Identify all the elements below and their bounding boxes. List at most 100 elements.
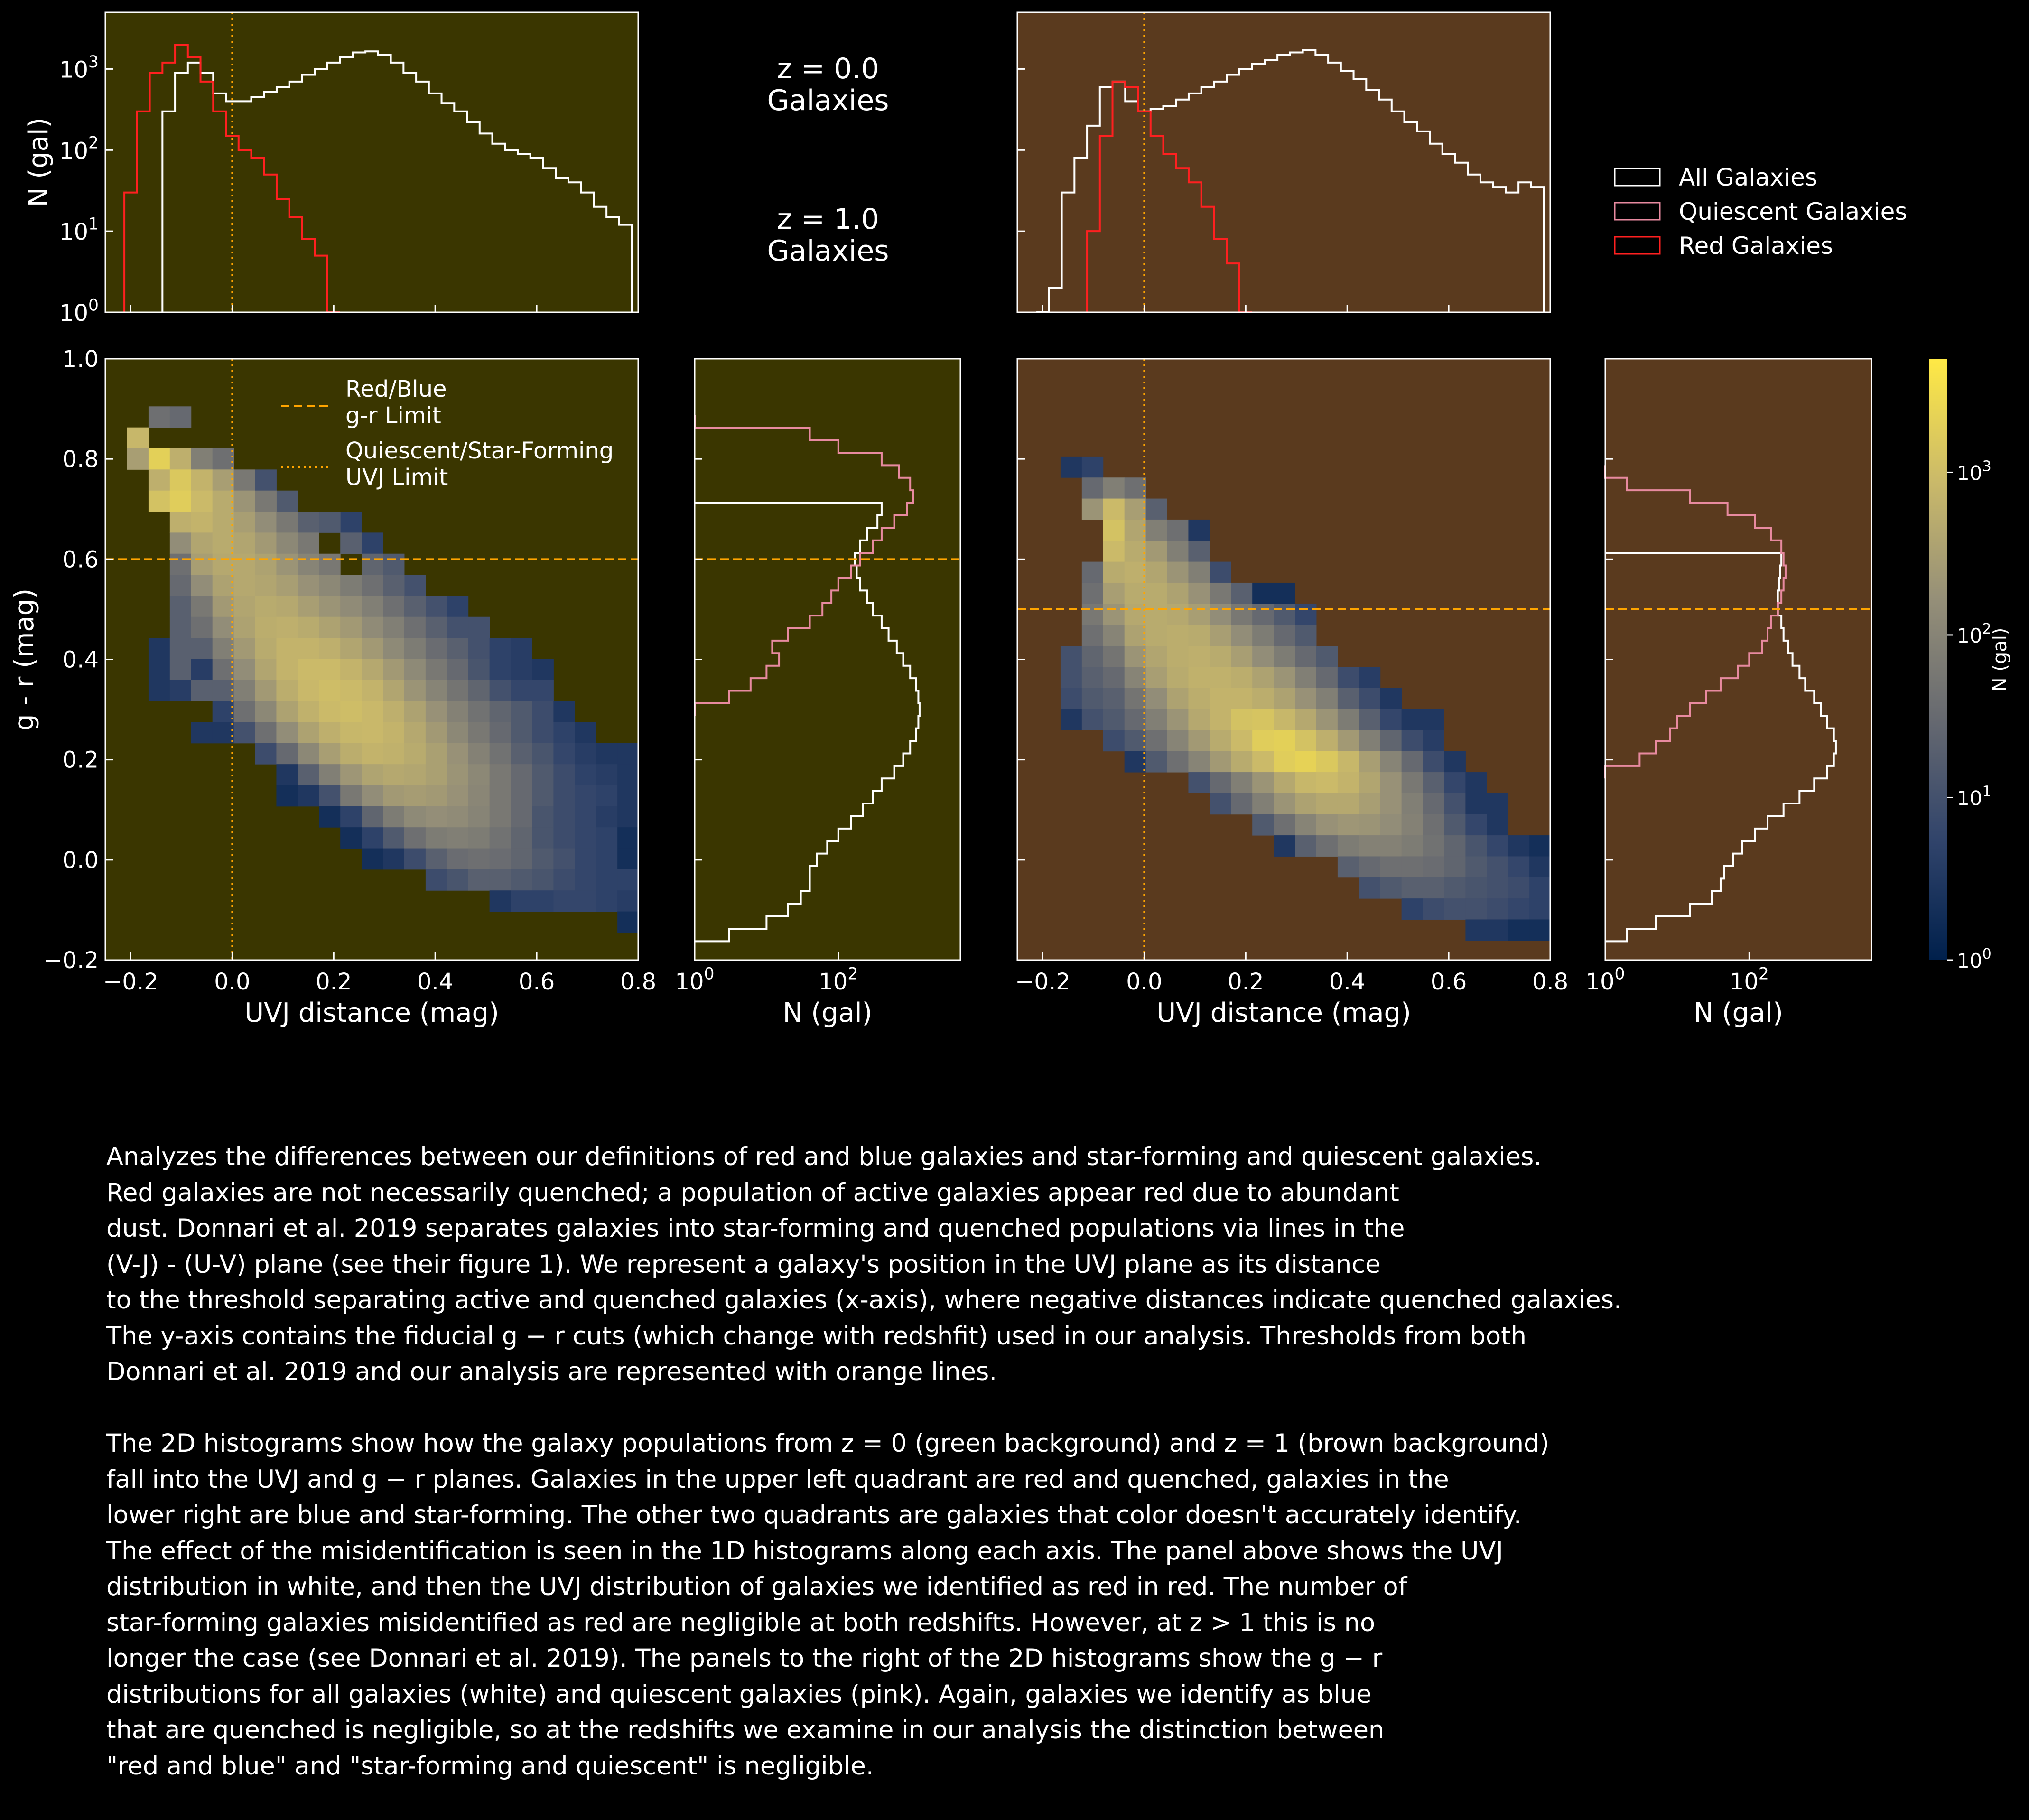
z0-uvj-hist-ytick-label: 103 — [59, 53, 99, 84]
z1-2d-hist-cell — [1401, 793, 1424, 815]
z0-2d-hist-cell — [362, 638, 383, 659]
z0-2d-hist-cell — [553, 869, 575, 891]
z0-2d-hist-cell — [383, 848, 405, 870]
z0-2d-hist-cell — [298, 701, 319, 722]
z1-2d-hist-cell — [1380, 793, 1402, 815]
z1-2d-hist-cell — [1465, 898, 1487, 920]
z1-2d-hist-cell — [1465, 856, 1487, 878]
z1-2d-hist-cell — [1145, 667, 1168, 689]
z1-2d-hist-cell — [1210, 645, 1231, 667]
z1-2d-hist-cell — [1060, 688, 1082, 709]
z0-2d-hist-cell — [596, 848, 618, 870]
z1-2d-hist-cell — [1316, 751, 1338, 773]
z0-gr-hist-border — [694, 358, 961, 961]
z1-2d-hist-cell — [1252, 688, 1274, 709]
z0-2d-hist-cell — [468, 806, 490, 828]
z1-2d-hist-cell — [1401, 835, 1424, 857]
z1-2d-hist-cell — [1188, 751, 1210, 773]
z0-gr-hist-background — [695, 359, 960, 960]
z0-2d-hist-cell — [468, 616, 490, 638]
z1-2d-hist-cell — [1252, 709, 1274, 730]
z0-2d-hist-cell — [319, 638, 341, 659]
z0-2d-hist-cell — [575, 848, 596, 870]
z1-2d-hist-cell — [1145, 751, 1168, 773]
z0-2d-hist-cell — [383, 743, 405, 765]
z0-2d-hist-cell — [447, 659, 469, 681]
z0-2d-hist-cell — [511, 722, 532, 744]
z0-2d-hist-cell — [468, 722, 490, 744]
z1-2d-hist-cell — [1274, 688, 1295, 709]
z1-2d-hist-cell — [1188, 772, 1210, 793]
figure-canvas: 100 101 102 103 N (gal) −0.2 0.0 0.2 0.4 0.6 0.8 −0… — [9, 11, 2011, 1028]
z0-2d-hist-cell — [425, 764, 447, 786]
z1-2d-hist-cell — [1252, 645, 1274, 667]
z0-2d-hist-cell — [532, 659, 554, 681]
z0-2d-hist-cell — [340, 764, 362, 786]
z0-2d-hist-cell — [447, 616, 469, 638]
z0-2d-hist-cell — [169, 469, 192, 491]
z1-2d-hist-cell — [1145, 519, 1168, 541]
z0-2d-hist-cell — [511, 743, 532, 765]
z1-2d-hist-cell — [1252, 625, 1274, 646]
z1-2d-hist-cell — [1316, 709, 1338, 730]
z0-2d-hist-cell — [468, 701, 490, 722]
z0-2d-hist-cell — [553, 764, 575, 786]
z0-2d-hist-cell — [212, 448, 234, 470]
z1-2d-hist-cell — [1380, 814, 1402, 836]
z0-2d-hist-cell — [425, 806, 447, 828]
z1-2d-hist-cell — [1231, 667, 1253, 689]
z1-2d-hist-cell — [1231, 751, 1253, 773]
z0-2d-hist-cell — [212, 553, 234, 575]
z0-2d-hist-cell — [468, 785, 490, 807]
z0-2d-hist-cell — [340, 701, 362, 722]
z1-2d-hist-cell — [1423, 730, 1444, 752]
z0-2d-hist-cell — [575, 806, 596, 828]
z0-2d-hist-cell — [148, 490, 170, 512]
z1-2d-hist-cell — [1103, 498, 1125, 520]
z1-2d-hist-cell — [1401, 898, 1424, 920]
z0-2d-hist-cell — [169, 448, 192, 470]
z1-2d-hist-cell — [1188, 709, 1210, 730]
z1-2d-hist-cell — [1103, 519, 1125, 541]
z1-2d-hist-cell — [1274, 793, 1295, 815]
z0-2d-hist-cell — [362, 827, 383, 849]
z1-2d-hist-cell — [1401, 751, 1424, 773]
z1-2d-hist-cell — [1145, 625, 1168, 646]
z1-2d-hist-cell — [1188, 561, 1210, 583]
z0-2d-hist-cell — [276, 532, 298, 554]
z0-2d-hist-cell — [489, 701, 512, 722]
z1-2d-hist-cell — [1316, 645, 1338, 667]
legend-swatch-red — [1614, 236, 1661, 255]
z0-2d-hist-cell — [298, 743, 319, 765]
z0-2d-hist-cell — [233, 490, 256, 512]
z1-2d-hist-cell — [1081, 604, 1104, 625]
z0-gr-hist-xtick-label: 100 — [675, 964, 714, 995]
z0-2d-hist-cell — [489, 848, 512, 870]
z0-2d-hist-cell — [340, 638, 362, 659]
z1-2d-hist-cell — [1252, 772, 1274, 793]
z1-2d-hist-cell — [1167, 688, 1189, 709]
z1-2d-hist-cell — [1380, 730, 1402, 752]
z0-2d-hist-cell — [255, 469, 277, 491]
z0-2d-hist-ytick-label: 0.2 — [63, 747, 99, 774]
z1-2d-hist-xtick-label: 0.4 — [1329, 969, 1365, 995]
z0-2d-hist-cell — [553, 743, 575, 765]
z1-gr-hist-x-axis-label: N (gal) — [1694, 998, 1783, 1028]
z1-gr-hist-series-all-line — [1605, 552, 1837, 943]
z0-2d-hist-cell — [212, 616, 234, 638]
z1-2d-hist-cell — [1423, 751, 1444, 773]
z1-2d-hist-cell — [1103, 625, 1125, 646]
z0-2d-hist-cell — [362, 764, 383, 786]
z1-2d-hist-cell — [1210, 730, 1231, 752]
caption-line: dust. Donnari et al. 2019 separates gala… — [106, 1214, 1405, 1243]
z0-2d-hist-cell — [575, 743, 596, 765]
z0-2d-hist-cell — [511, 827, 532, 849]
z1-2d-hist-cell — [1081, 582, 1104, 604]
z1-2d-hist-x-axis-label: UVJ distance (mag) — [1156, 998, 1411, 1028]
z0-2d-hist-cell — [468, 680, 490, 701]
z1-2d-hist-cell — [1231, 730, 1253, 752]
z1-2d-hist-cell — [1252, 582, 1274, 604]
z0-2d-hist-cell — [319, 680, 341, 701]
z0-2d-hist-cell — [212, 638, 234, 659]
z1-2d-hist-cell — [1380, 877, 1402, 899]
